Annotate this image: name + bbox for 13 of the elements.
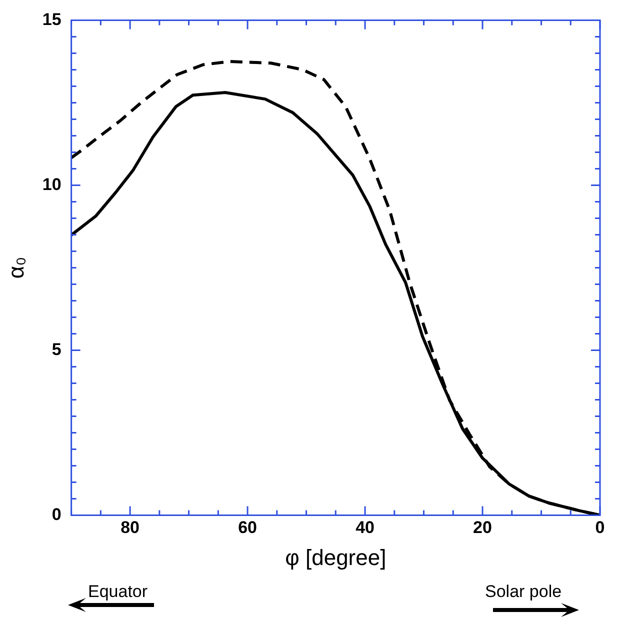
x-tick-label: 20 <box>473 518 492 538</box>
y-tick-label: 10 <box>42 174 62 194</box>
y-tick-label: 5 <box>52 340 62 359</box>
x-axis-title: φ [degree] <box>285 544 386 570</box>
text: Solar pole <box>485 582 562 602</box>
x-tick-label: 40 <box>356 518 374 538</box>
x-tick-label: 60 <box>238 518 257 538</box>
x-tick-label: 80 <box>120 518 140 538</box>
y-axis-title: α₀ <box>3 256 28 279</box>
y-tick-label: 0 <box>52 504 62 524</box>
y-tick-label: 15 <box>42 10 62 29</box>
x-tick-label: 0 <box>595 518 605 538</box>
text: Equator <box>88 582 148 602</box>
